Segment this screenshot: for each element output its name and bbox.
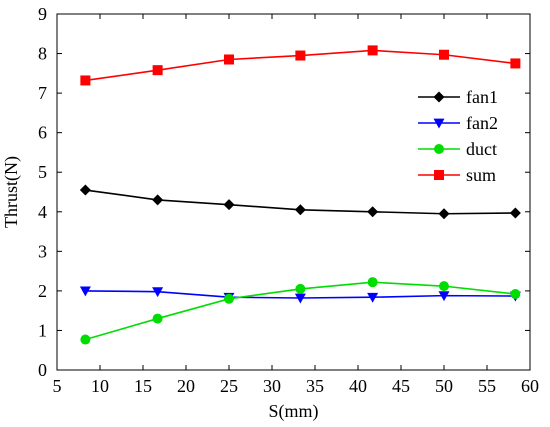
fan1-point: [367, 206, 379, 218]
x-tick-label: 30: [263, 376, 281, 396]
fan2-point: [294, 293, 306, 304]
x-tick-label: 20: [177, 376, 195, 396]
legend-item-fan2: fan2: [418, 113, 498, 133]
x-tick-label: 40: [349, 376, 367, 396]
sum-point: [224, 54, 234, 65]
duct-point: [367, 277, 378, 288]
y-axis-ticks: 0 1 2 3 4 5 6 7 8 9: [38, 4, 530, 380]
y-tick-label: 8: [38, 44, 47, 64]
x-axis-ticks: 5 10 15 20 25 30 35 40 45 50 55 60: [53, 14, 539, 396]
legend: fan1 fan2 duct sum: [418, 87, 498, 185]
sum-point: [80, 75, 91, 86]
series-fan1: [79, 184, 521, 220]
fan2-point: [152, 287, 164, 298]
legend-marker: [434, 170, 444, 180]
series-layer: [79, 45, 521, 345]
legend-item-duct: duct: [418, 139, 497, 159]
legend-label: duct: [466, 139, 497, 159]
x-tick-label: 10: [91, 376, 109, 396]
fan2-point: [79, 286, 91, 297]
y-tick-label: 1: [38, 320, 47, 340]
legend-label: sum: [466, 165, 496, 185]
x-tick-label: 15: [134, 376, 152, 396]
legend-marker: [433, 91, 445, 103]
y-tick-label: 5: [38, 162, 47, 182]
duct-point: [80, 334, 91, 345]
legend-item-fan1: fan1: [418, 87, 498, 107]
y-tick-label: 0: [38, 360, 47, 380]
y-tick-label: 3: [38, 241, 47, 261]
x-tick-label: 35: [306, 376, 324, 396]
legend-label: fan1: [466, 87, 498, 107]
x-tick-label: 50: [435, 376, 453, 396]
legend-item-sum: sum: [418, 165, 496, 185]
y-tick-label: 7: [38, 83, 47, 103]
series-duct: [80, 277, 521, 345]
plot-frame: [56, 13, 531, 371]
y-axis-label: Thrust(N): [1, 156, 22, 228]
legend-marker: [434, 144, 444, 154]
duct-point: [510, 289, 521, 300]
legend-label: fan2: [466, 113, 498, 133]
legend-marker: [433, 118, 445, 129]
series-sum: [80, 45, 521, 86]
fan2-point: [367, 292, 379, 303]
fan1-point: [152, 194, 164, 206]
duct-point: [224, 293, 234, 304]
x-tick-label: 45: [392, 376, 410, 396]
fan1-point: [223, 199, 235, 211]
sum-point: [152, 65, 163, 76]
sum-point: [510, 58, 521, 69]
sum-point: [367, 45, 378, 56]
sum-point: [295, 50, 306, 61]
fan1-point: [294, 204, 306, 216]
y-tick-label: 6: [38, 123, 47, 143]
fan2-point: [438, 291, 450, 302]
x-tick-label: 5: [53, 376, 62, 396]
fan1-point: [438, 208, 450, 220]
duct-point: [295, 283, 306, 294]
x-tick-label: 25: [220, 376, 238, 396]
x-tick-label: 60: [521, 376, 539, 396]
duct-point: [439, 281, 449, 292]
sum-point: [439, 49, 449, 60]
y-tick-label: 4: [38, 202, 47, 222]
duct-point: [152, 313, 163, 324]
x-axis-label: S(mm): [268, 401, 318, 422]
y-tick-label: 9: [38, 4, 47, 24]
x-tick-label: 55: [478, 376, 496, 396]
y-tick-label: 2: [38, 281, 47, 301]
fan1-point: [509, 207, 521, 219]
fan1-point: [79, 184, 91, 196]
